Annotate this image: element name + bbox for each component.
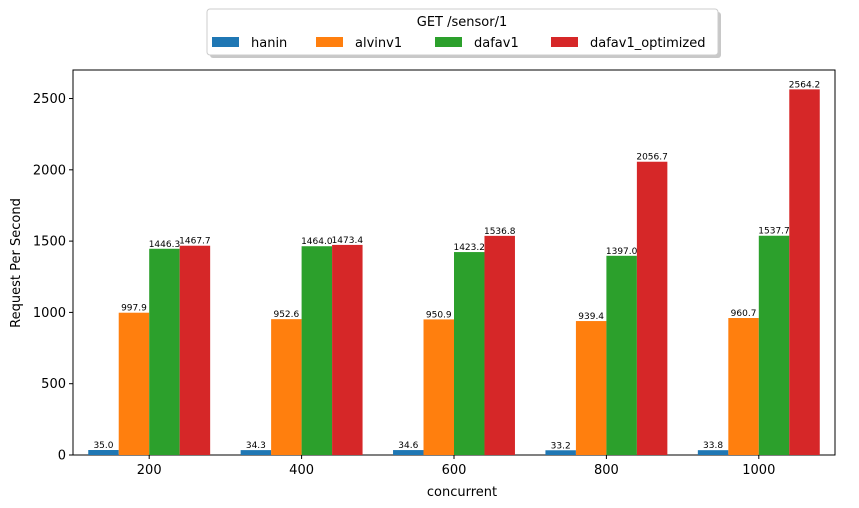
bars <box>88 89 820 456</box>
bar-dafav1_optimized-1000 <box>789 89 820 456</box>
y-tick-label-1500: 1500 <box>33 235 66 250</box>
data-label-dafav1_optimized-600: 1536.8 <box>484 227 516 237</box>
bar-dafav1-1000 <box>758 235 790 455</box>
data-label-dafav1_optimized-1000: 2564.2 <box>789 80 821 90</box>
bar-dafav1_optimized-800 <box>636 161 668 456</box>
x-axis: 200 400 600 800 1000 <box>137 455 775 478</box>
bar-dafav1-400 <box>301 246 333 455</box>
data-label-dafav1_optimized-200: 1467.7 <box>179 237 211 247</box>
legend-label-dafav1: dafav1 <box>474 36 519 51</box>
data-label-dafav1-600: 1423.2 <box>453 243 485 253</box>
y-tick-label-2000: 2000 <box>33 163 66 178</box>
legend-swatch-dafav1_optimized <box>551 37 578 47</box>
legend-label-alvinv1: alvinv1 <box>355 36 402 51</box>
bar-alvinv1-400 <box>271 319 302 455</box>
data-label-alvinv1-600: 950.9 <box>426 310 452 320</box>
x-tick-label-200: 200 <box>137 463 162 478</box>
data-label-alvinv1-800: 939.4 <box>578 312 604 322</box>
data-label-alvinv1-1000: 960.7 <box>731 309 757 319</box>
data-label-dafav1-1000: 1537.7 <box>758 227 790 237</box>
bar-hanin-200 <box>88 450 119 455</box>
bar-alvinv1-200 <box>118 312 150 455</box>
bar-hanin-1000 <box>697 450 729 455</box>
y-axis: 0 500 1000 1500 2000 2500 <box>33 92 73 464</box>
y-tick-label-2500: 2500 <box>33 92 66 107</box>
y-tick-label-500: 500 <box>41 377 66 392</box>
legend-swatch-alvinv1 <box>316 37 343 47</box>
data-label-dafav1_optimized-800: 2056.7 <box>636 153 668 163</box>
y-axis-label: Request Per Second <box>9 198 24 328</box>
bar-dafav1_optimized-400 <box>332 244 363 455</box>
bar-dafav1-200 <box>149 248 180 455</box>
bar-hanin-600 <box>393 450 424 455</box>
bar-dafav1-600 <box>454 252 485 455</box>
x-axis-label: concurrent <box>427 485 497 500</box>
x-tick-label-400: 400 <box>289 463 314 478</box>
data-label-hanin-600: 34.6 <box>398 441 418 451</box>
data-label-dafav1-400: 1464.0 <box>301 237 333 247</box>
data-label-hanin-1000: 33.8 <box>703 441 723 451</box>
bar-dafav1_optimized-200 <box>179 245 211 455</box>
data-label-alvinv1-400: 952.6 <box>273 310 299 320</box>
bar-alvinv1-800 <box>575 321 607 455</box>
legend-swatch-hanin <box>212 37 239 47</box>
bar-dafav1_optimized-600 <box>484 235 515 455</box>
bar-hanin-400 <box>240 450 272 455</box>
data-labels: 35.0 34.3 34.6 33.2 33.8 997.9 952.6 950.9 939.4… <box>93 80 820 451</box>
data-label-dafav1_optimized-400: 1473.4 <box>332 236 364 246</box>
data-label-hanin-400: 34.3 <box>246 441 266 451</box>
data-label-dafav1-800: 1397.0 <box>606 247 638 257</box>
bar-alvinv1-600 <box>423 319 454 455</box>
data-label-hanin-800: 33.2 <box>551 441 571 451</box>
bar-dafav1-800 <box>606 255 637 455</box>
x-tick-label-1000: 1000 <box>742 463 775 478</box>
legend-label-hanin: hanin <box>251 36 287 51</box>
data-label-alvinv1-200: 997.9 <box>121 304 147 314</box>
x-tick-label-600: 600 <box>442 463 467 478</box>
data-label-hanin-200: 35.0 <box>93 441 113 451</box>
legend: GET /sensor/1 hanin alvinv1 dafav1 dafav1_o… <box>206 8 721 58</box>
bar-hanin-800 <box>545 450 576 455</box>
y-tick-label-1000: 1000 <box>33 306 66 321</box>
legend-title: GET /sensor/1 <box>417 15 507 30</box>
x-tick-label-800: 800 <box>594 463 619 478</box>
legend-swatch-dafav1 <box>435 37 462 47</box>
data-label-dafav1-200: 1446.3 <box>149 240 181 250</box>
y-tick-label-0: 0 <box>58 449 66 464</box>
legend-items: hanin alvinv1 dafav1 dafav1_optimized <box>212 36 706 51</box>
bar-alvinv1-1000 <box>728 318 759 455</box>
legend-label-dafav1_optimized: dafav1_optimized <box>590 36 706 51</box>
